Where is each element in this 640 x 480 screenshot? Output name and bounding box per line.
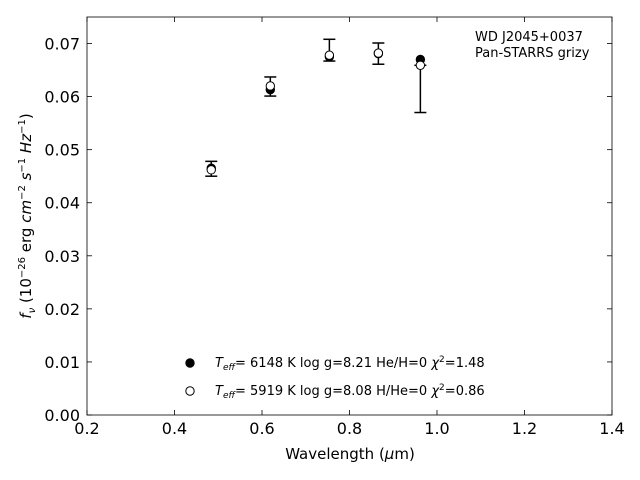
y-tick-label: 0.06 xyxy=(44,88,80,107)
y-tick-label: 0.07 xyxy=(44,35,80,54)
y-axis-label: fν (10−26 erg cm−2 s−1 Hz−1) xyxy=(17,113,38,318)
y-tick-label: 0.02 xyxy=(44,300,80,319)
x-tick-label: 0.6 xyxy=(249,419,274,438)
y-tick-label: 0.03 xyxy=(44,247,80,266)
x-tick-label: 1.4 xyxy=(599,419,624,438)
y-tick-label: 0.05 xyxy=(44,141,80,160)
legend: Teff= 6148 K log g=8.21 He/H=0 χ2=1.48 T… xyxy=(185,355,485,401)
x-tick-label: 1.2 xyxy=(512,419,537,438)
annotation-object-name: WD J2045+0037 xyxy=(475,30,583,45)
x-tick-label: 0.8 xyxy=(337,419,362,438)
error-bar-y xyxy=(414,64,427,114)
model-point-open xyxy=(415,60,426,70)
x-tick-label: 0.2 xyxy=(74,419,99,438)
x-tick-label: 1.0 xyxy=(424,419,449,438)
legend-entry-1: Teff= 6148 K log g=8.21 He/H=0 χ2=1.48 xyxy=(215,355,485,373)
model-point-open xyxy=(373,48,384,58)
legend-marker-filled xyxy=(185,358,195,368)
legend-marker-open xyxy=(185,386,195,396)
y-tick-label: 0.04 xyxy=(44,194,80,213)
ticks: 0.2 0.4 0.6 0.8 1.0 1.2 1.4 0.00 0.01 0.02 0.03 0.0… xyxy=(44,17,625,438)
model-point-open xyxy=(324,50,335,60)
x-tick-label: 0.4 xyxy=(162,419,187,438)
error-bars xyxy=(205,38,427,177)
annotation-survey: Pan-STARRS grizy xyxy=(475,46,590,61)
legend-entry-2: Teff= 5919 K log g=8.08 H/He=0 χ2=0.86 xyxy=(215,383,485,401)
model-point-open xyxy=(265,81,276,91)
y-tick-label: 0.01 xyxy=(44,353,80,372)
model-point-open xyxy=(206,165,216,175)
x-axis-label: Wavelength (μm) xyxy=(285,445,415,463)
y-tick-label: 0.00 xyxy=(44,406,80,425)
data-markers xyxy=(206,48,426,175)
